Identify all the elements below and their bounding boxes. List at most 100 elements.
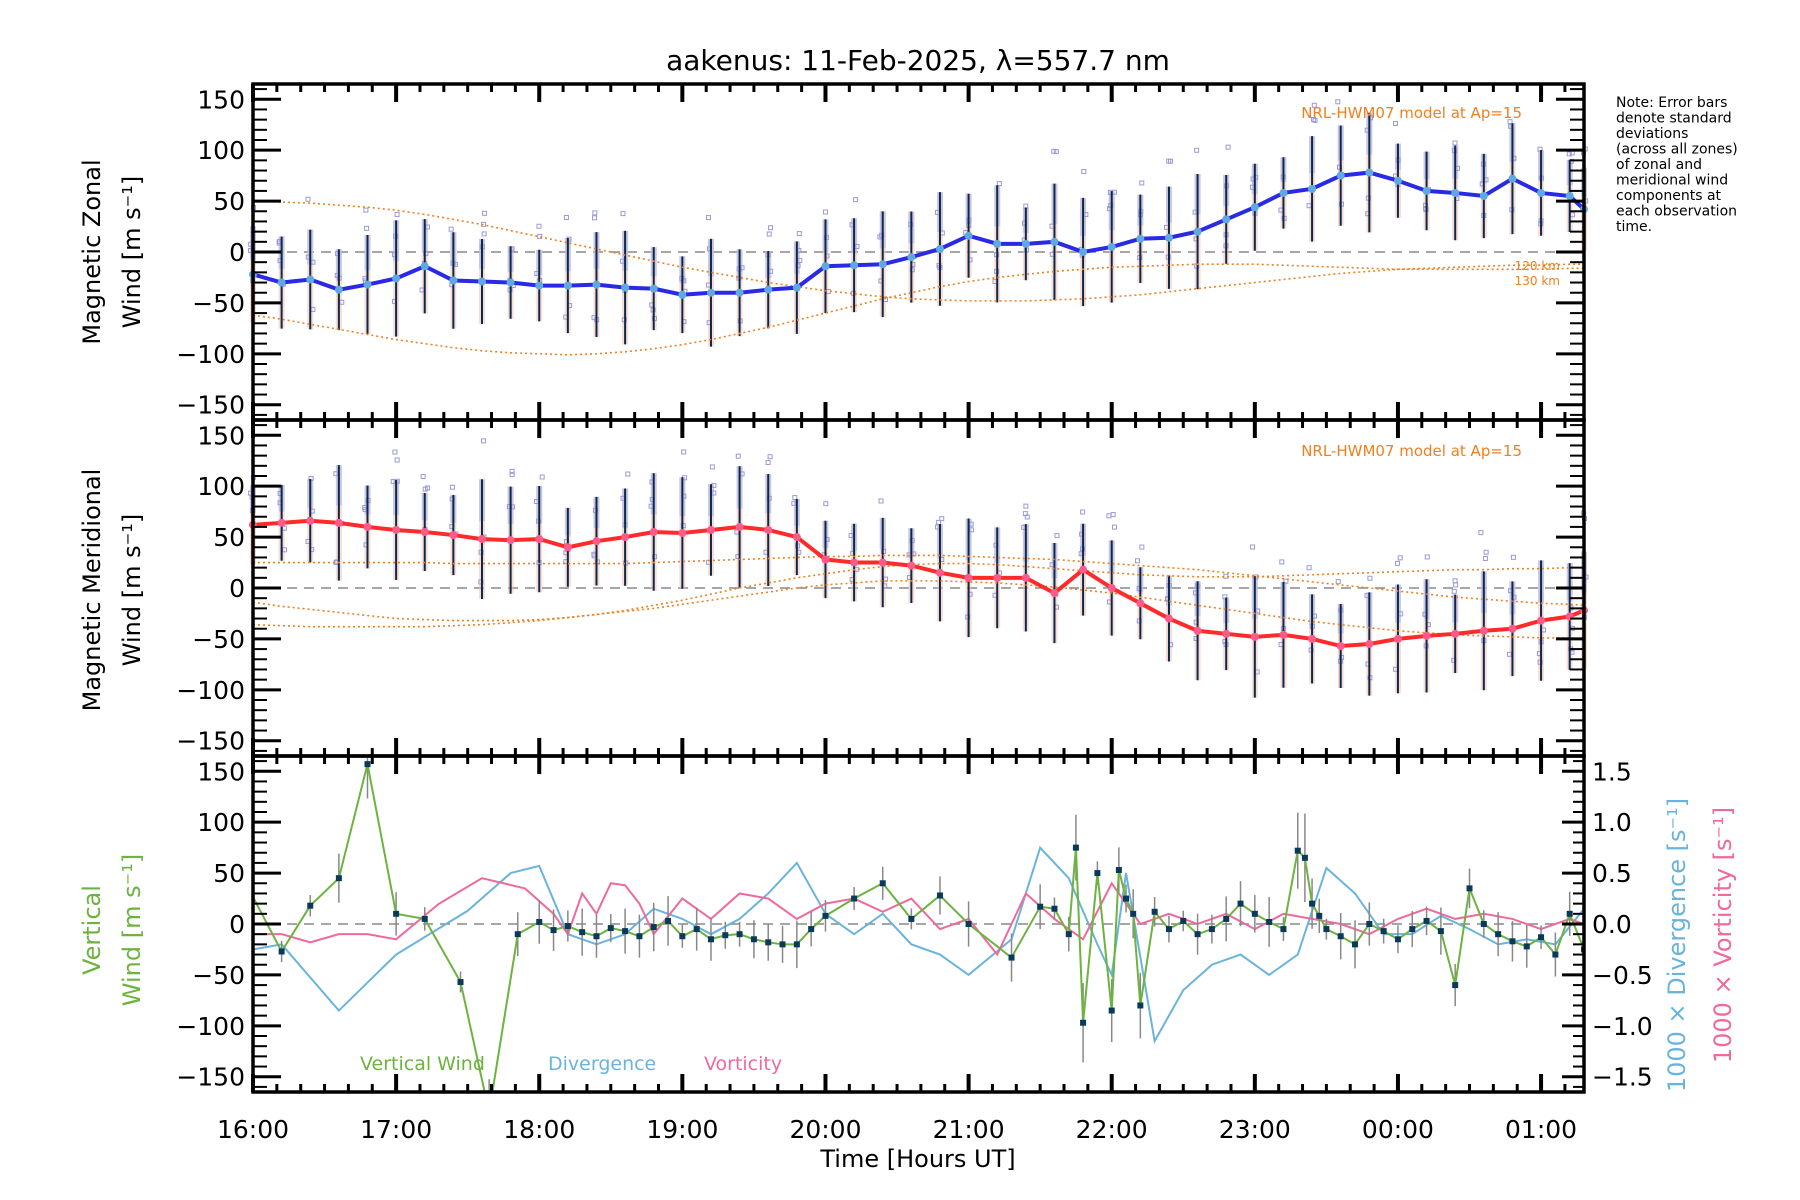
zonal-tick-label: 100 (197, 136, 245, 165)
meridional-zone-point (509, 472, 515, 478)
meridional-zone-point (1134, 558, 1140, 564)
zonal-wind-point (1050, 237, 1059, 246)
x-tick-label: 18:00 (503, 1115, 575, 1144)
zonal-wind-point (363, 280, 372, 289)
zonal-ylabel-line1: Magnetic Zonal (78, 159, 106, 344)
meridional-zone-point (681, 449, 687, 455)
meridional-wind-point (1136, 599, 1145, 608)
zonal-wind-point (1164, 233, 1173, 242)
vertical-wind-point (808, 926, 815, 933)
meridional-model-curve (252, 562, 1584, 622)
zonal-zone-point (822, 209, 828, 215)
divergence-ylabel: 1000 × Divergence [s⁻¹] (1663, 798, 1691, 1092)
right-tick-label: −0.5 (1592, 961, 1653, 990)
meridional-wind-point (1537, 616, 1546, 625)
vertical-wind-point (1380, 928, 1387, 935)
vertical-wind-point (636, 933, 643, 940)
vertical-wind-point (335, 875, 342, 882)
meridional-wind-point (1279, 630, 1288, 639)
meridional-wind-point (306, 516, 315, 525)
vertical-wind-point (736, 931, 743, 938)
zonal-wind-point (1365, 168, 1374, 177)
zonal-wind-point (1508, 174, 1517, 183)
meridional-zone-point (394, 457, 400, 463)
vertical-wind-point (1266, 918, 1273, 925)
meridional-zone-point (1110, 512, 1116, 518)
zonal-zone-point (796, 231, 802, 237)
zonal-wind-point (850, 261, 859, 270)
note-line: components at (1616, 188, 1722, 204)
vertical-wind-point (1108, 1007, 1115, 1014)
zonal-wind-point (935, 244, 944, 253)
vertical-wind-point (514, 931, 521, 938)
meridional-wind-point (621, 533, 630, 542)
vertical-wind-point (1566, 910, 1573, 917)
meridional-zone-point (625, 471, 631, 477)
legend-divergence: Divergence (548, 1053, 656, 1075)
zonal-zone-point (563, 215, 569, 221)
vertical-wind-point (1538, 934, 1545, 941)
note-line: meridional wind (1616, 173, 1728, 189)
zonal-wind-point (964, 231, 973, 240)
vertical-wind-point (1280, 926, 1287, 933)
vertical-wind-point (707, 936, 714, 943)
vertical-wind-point (1394, 936, 1401, 943)
note-line: (across all zones) (1616, 142, 1738, 158)
meridional-tick-label: −100 (176, 676, 245, 705)
meridional-zone-point (1395, 560, 1401, 566)
vertical-wind-point (722, 932, 729, 939)
vertical-wind-point (1323, 926, 1330, 933)
vertical-wind-point (1316, 912, 1323, 919)
meridional-zone-point (1250, 544, 1256, 550)
legend-vertical-wind: Vertical Wind (360, 1053, 485, 1075)
vertical-tick-label: −50 (192, 961, 245, 990)
meridional-zone-point (765, 459, 771, 465)
meridional-zone-point (1306, 565, 1312, 571)
vertical-wind-point (1080, 1019, 1087, 1026)
meridional-zone-point (392, 449, 398, 455)
vertical-wind-point (1123, 895, 1130, 902)
meridional-wind-point (764, 525, 773, 534)
vertical-wind-point (1051, 905, 1058, 912)
meridional-wind-point (1250, 632, 1259, 641)
meridional-wind-point (363, 522, 372, 531)
zonal-wind-point (678, 290, 687, 299)
right-tick-label: 1.5 (1592, 757, 1632, 786)
vertical-tick-label: 0 (229, 910, 245, 939)
meridional-zone-point (939, 516, 945, 522)
zonal-zone-point (1335, 99, 1341, 105)
meridional-wind-point (477, 535, 486, 544)
note-line: Note: Error bars (1616, 95, 1727, 111)
zonal-zone-point (1507, 119, 1513, 125)
meridional-tick-label: 50 (213, 523, 245, 552)
zonal-zone-point (620, 211, 626, 217)
vertical-wind-point (278, 948, 285, 955)
model-height-130: 130 km (1515, 274, 1560, 288)
meridional-wind-point (420, 528, 429, 536)
meridional-zone-point (1453, 582, 1459, 588)
zonal-zone-point (1452, 140, 1458, 146)
vertical-wind-point (393, 910, 400, 917)
zonal-zone-point (480, 221, 486, 227)
zonal-wind-point (878, 260, 887, 269)
vertical-wind-point (1065, 931, 1072, 938)
zonal-wind-point (1451, 188, 1460, 197)
meridional-tick-label: −150 (176, 727, 245, 756)
right-tick-label: 1.0 (1592, 808, 1632, 837)
zonal-zone-point (1166, 158, 1172, 164)
divergence-line (253, 845, 1584, 1045)
meridional-tick-label: 0 (229, 574, 245, 603)
vertical-wind-point (765, 939, 772, 946)
vertical-wind-point (1151, 908, 1158, 915)
meridional-zone-point (936, 519, 942, 525)
meridional-zone-point (1106, 513, 1112, 519)
zonal-wind-point (277, 278, 286, 287)
meridional-wind-point (506, 536, 515, 545)
zonal-wind-point (1537, 188, 1546, 197)
vertical-wind-point (1223, 915, 1230, 922)
zonal-model-curve (252, 200, 1584, 302)
vertical-wind-point (679, 933, 686, 940)
meridional-wind-point (649, 528, 658, 536)
meridional-wind-point (1222, 629, 1231, 638)
vertical-wind-point (1194, 931, 1201, 938)
